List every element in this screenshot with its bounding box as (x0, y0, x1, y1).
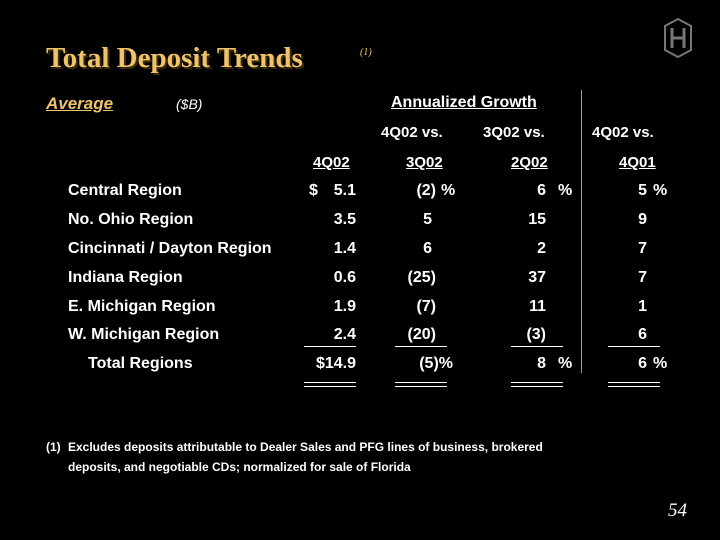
subtotal-underline-g3 (608, 346, 660, 347)
row-label-no-ohio: No. Ohio Region (68, 211, 194, 228)
footnote-marker: (1) (46, 440, 61, 454)
row-label-central: Central Region (68, 182, 182, 199)
row-g1-w-michigan: (20) (407, 326, 436, 343)
huntington-logo-icon (664, 18, 692, 58)
row-g3-indiana: 7 (638, 269, 647, 286)
row-g1-pct-central: % (441, 182, 456, 199)
column-divider (581, 90, 582, 373)
row-g2-indiana: 37 (528, 269, 546, 286)
row-g2-pct-central: % (558, 182, 573, 199)
footnote-line2: deposits, and negotiable CDs; normalized… (68, 460, 411, 474)
subtotal-underline-g2 (511, 346, 563, 347)
row-g3-cincinnati-dayton: 7 (638, 240, 647, 257)
row-g1-cincinnati-dayton: 6 (423, 240, 432, 257)
row-g2-central: 6 (537, 182, 546, 199)
row-g2-e-michigan: 11 (529, 298, 546, 315)
total-g2: 8 (537, 355, 546, 372)
row-g1-central: (2) (416, 182, 436, 199)
total-g3-pct: % (653, 355, 668, 372)
row-amount-e-michigan: 1.9 (333, 298, 356, 315)
row-g3-e-michigan: 1 (638, 298, 647, 315)
row-amount-cincinnati-dayton: 1.4 (333, 240, 356, 257)
row-label-e-michigan: E. Michigan Region (68, 298, 216, 315)
row-amount-w-michigan: 2.4 (333, 326, 356, 343)
row-dollar-central: $ (309, 182, 318, 199)
col-header-growth3-line1: 4Q02 vs. (592, 124, 654, 141)
total-double-underline-g3 (608, 382, 660, 387)
row-g2-w-michigan: (3) (526, 326, 546, 343)
row-label-indiana: Indiana Region (68, 269, 183, 286)
row-label-cincinnati-dayton: Cincinnati / Dayton Region (68, 240, 272, 257)
row-g3-central: 5 (638, 182, 647, 199)
subtotal-underline-amount (304, 346, 356, 347)
total-g1: (5)% (419, 355, 453, 372)
total-double-underline-amount (304, 382, 356, 387)
page-number: 54 (668, 500, 687, 521)
total-double-underline-g1 (395, 382, 447, 387)
col-header-4q01: 4Q01 (619, 154, 656, 171)
annualized-growth-header: Annualized Growth (391, 94, 537, 111)
unit-label: ($B) (176, 96, 203, 112)
slide-title: Total Deposit Trends (46, 42, 303, 74)
row-g1-no-ohio: 5 (423, 211, 432, 228)
row-label-total-regions: Total Regions (88, 355, 193, 372)
col-header-growth1-line1: 4Q02 vs. (381, 124, 443, 141)
col-header-growth2-line1: 3Q02 vs. (483, 124, 545, 141)
row-g3-pct-central: % (653, 182, 668, 199)
col-header-4q02: 4Q02 (313, 154, 350, 171)
total-g2-pct: % (558, 355, 573, 372)
average-label: Average (46, 94, 114, 113)
subtotal-underline-g1 (395, 346, 447, 347)
row-g3-no-ohio: 9 (638, 211, 647, 228)
col-header-2q02: 2Q02 (511, 154, 548, 171)
row-amount-indiana: 0.6 (333, 269, 356, 286)
row-g2-cincinnati-dayton: 2 (537, 240, 546, 257)
total-g3: 6 (638, 355, 647, 372)
row-amount-no-ohio: 3.5 (333, 211, 356, 228)
row-amount-central: 5.1 (333, 182, 356, 199)
total-amount: $14.9 (315, 355, 356, 372)
title-footnote-marker: (1) (360, 47, 372, 58)
row-g2-no-ohio: 15 (528, 211, 546, 228)
row-g1-e-michigan: (7) (416, 298, 436, 315)
total-double-underline-g2 (511, 382, 563, 387)
col-header-3q02: 3Q02 (406, 154, 443, 171)
row-label-w-michigan: W. Michigan Region (68, 326, 220, 343)
row-g3-w-michigan: 6 (638, 326, 647, 343)
row-g1-indiana: (25) (407, 269, 436, 286)
footnote-line1: Excludes deposits attributable to Dealer… (68, 440, 543, 454)
